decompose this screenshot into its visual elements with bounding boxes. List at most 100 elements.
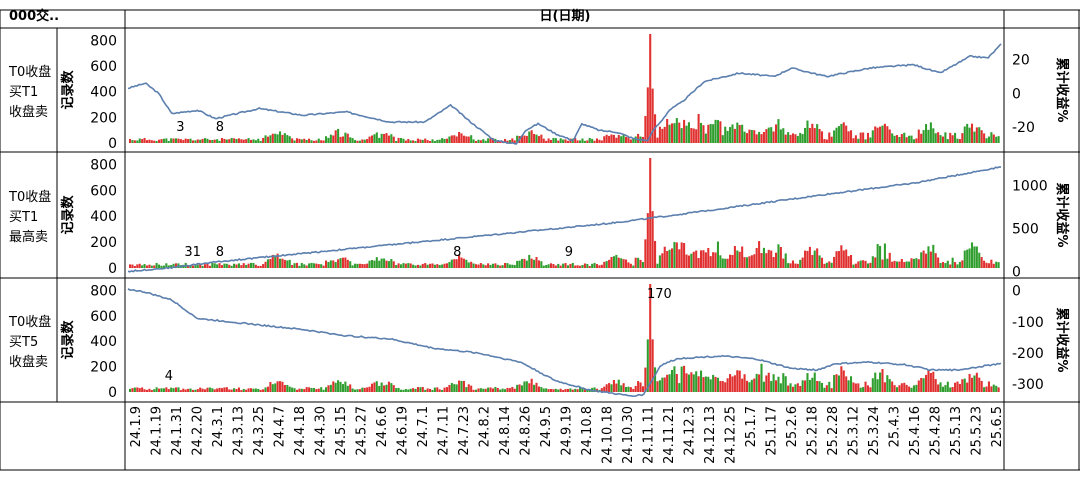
bar [726, 378, 729, 392]
bar [361, 387, 364, 392]
bar [535, 382, 538, 392]
y2-tick-label: 0 [1012, 284, 1021, 300]
bar [683, 119, 686, 143]
bar [840, 366, 843, 392]
bar [235, 388, 238, 392]
bar [334, 130, 337, 143]
bar [390, 383, 393, 392]
bar [624, 136, 628, 143]
bar [554, 265, 557, 268]
bar [632, 138, 635, 143]
bar [206, 138, 209, 143]
bar [506, 263, 509, 268]
bar [549, 263, 553, 268]
bar [837, 126, 840, 143]
bar [213, 389, 216, 392]
bar [397, 387, 400, 392]
bar [537, 136, 540, 143]
bar [910, 258, 913, 268]
bar [530, 258, 533, 268]
bar [750, 379, 753, 392]
bar [220, 265, 224, 268]
bar [554, 388, 557, 392]
bar [886, 126, 889, 143]
x-tick-label: 24.2.20 [191, 406, 206, 456]
x-tick-label: 24.10.18 [601, 406, 616, 464]
bar [796, 135, 799, 143]
bar [450, 135, 453, 143]
bar [508, 388, 511, 392]
y-tick-label: 400 [90, 85, 117, 101]
bar [820, 382, 824, 392]
bar [138, 138, 141, 143]
bar [155, 262, 158, 268]
bar [520, 385, 524, 392]
bar [576, 265, 579, 268]
bar [174, 387, 178, 392]
bar [368, 386, 371, 392]
bar-data-label: 4 [165, 369, 173, 384]
bar [533, 384, 536, 392]
bar [414, 265, 417, 268]
bar [453, 384, 456, 392]
bar [888, 252, 891, 268]
y2-axis-label: 累计收益% [1054, 307, 1070, 372]
x-tick-label: 25.5.23 [970, 406, 985, 456]
bar [559, 265, 562, 268]
bar [830, 136, 833, 143]
bar [407, 263, 410, 268]
bar [145, 140, 149, 143]
bar [794, 384, 797, 392]
bar [460, 257, 463, 268]
bar [141, 139, 144, 143]
bar [549, 389, 553, 392]
bar [801, 380, 804, 392]
bar [329, 384, 332, 392]
bar [416, 138, 419, 143]
bar-data-label: 9 [565, 245, 573, 260]
bar [895, 261, 899, 268]
bar [707, 124, 710, 143]
bar [148, 388, 151, 392]
bar [479, 140, 482, 143]
bar [237, 387, 240, 392]
row-label-line: 最高卖 [9, 229, 48, 245]
bar [651, 211, 654, 268]
bar [288, 259, 291, 268]
bar [402, 263, 405, 268]
bar [465, 136, 468, 143]
bar [886, 375, 889, 392]
bar [927, 129, 930, 143]
bar [741, 124, 744, 143]
bar [937, 132, 940, 143]
bar [356, 263, 359, 268]
bar [518, 384, 521, 392]
bar [883, 123, 886, 143]
bar [837, 251, 840, 268]
bar [136, 140, 139, 143]
bar [767, 372, 770, 392]
bar [939, 135, 942, 143]
bar [177, 387, 180, 392]
bar [654, 240, 657, 268]
bar [835, 374, 838, 392]
bar [300, 262, 303, 268]
bar [225, 263, 228, 268]
bar [494, 263, 497, 268]
bar [421, 139, 424, 143]
bar [990, 132, 993, 143]
bar [966, 123, 969, 143]
x-tick-label: 24.8.14 [498, 406, 513, 456]
bar [404, 263, 407, 268]
bar [143, 389, 146, 392]
y-tick-label: 600 [90, 59, 117, 75]
bar [758, 131, 761, 143]
bar [692, 251, 695, 268]
bar [719, 380, 722, 392]
bar [951, 257, 954, 268]
bar [354, 140, 357, 143]
bar [380, 258, 383, 268]
bar [692, 374, 695, 392]
bar [738, 125, 741, 143]
x-tick-label: 24.8.2 [478, 406, 493, 447]
